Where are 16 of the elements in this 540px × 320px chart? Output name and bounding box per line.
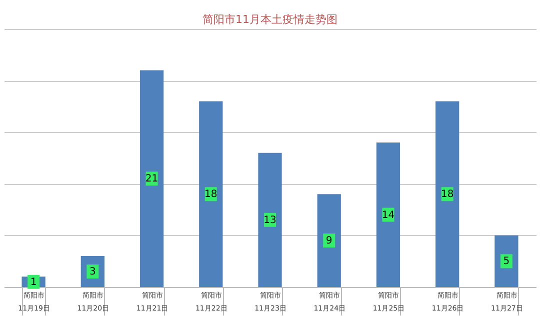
data-label: 5 — [503, 256, 510, 268]
bar — [317, 194, 341, 287]
bar — [140, 70, 164, 287]
data-label: 1 — [30, 276, 37, 288]
data-label: 9 — [326, 236, 332, 247]
data-label: 3 — [89, 266, 96, 278]
bar — [258, 152, 282, 287]
data-label: 18 — [440, 189, 454, 200]
data-label: 18 — [204, 189, 218, 200]
data-label: 14 — [382, 210, 395, 221]
data-label: 13 — [264, 214, 276, 226]
bar — [376, 142, 400, 287]
bar — [436, 101, 460, 287]
data-label: 21 — [145, 174, 158, 185]
bar — [199, 101, 223, 287]
chart-title: 简阳市11月本土疫情走势图 — [202, 13, 338, 26]
